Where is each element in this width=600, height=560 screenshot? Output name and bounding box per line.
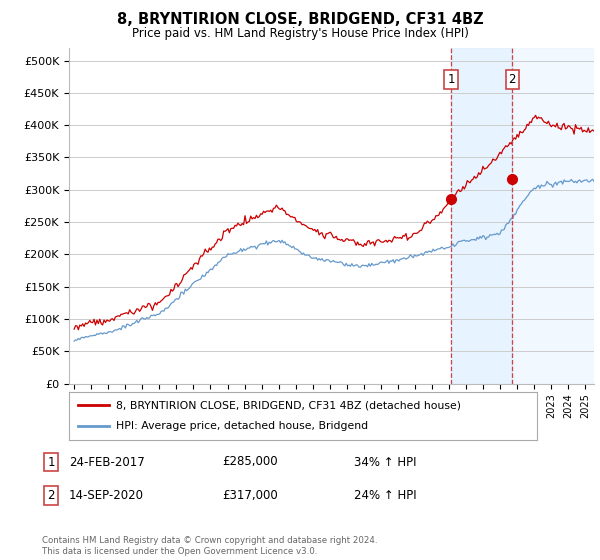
Bar [451, 48, 512, 384]
Text: 14-SEP-2020: 14-SEP-2020 [69, 489, 144, 502]
Text: 2: 2 [509, 73, 516, 86]
Text: £317,000: £317,000 [222, 489, 278, 502]
Text: 34% ↑ HPI: 34% ↑ HPI [354, 455, 416, 469]
Text: Price paid vs. HM Land Registry's House Price Index (HPI): Price paid vs. HM Land Registry's House … [131, 27, 469, 40]
Text: HPI: Average price, detached house, Bridgend: HPI: Average price, detached house, Brid… [116, 421, 368, 431]
Text: £285,000: £285,000 [222, 455, 278, 469]
Text: 8, BRYNTIRION CLOSE, BRIDGEND, CF31 4BZ: 8, BRYNTIRION CLOSE, BRIDGEND, CF31 4BZ [116, 12, 484, 27]
Text: Contains HM Land Registry data © Crown copyright and database right 2024.
This d: Contains HM Land Registry data © Crown c… [42, 536, 377, 556]
Text: 1: 1 [448, 73, 455, 86]
Text: 8, BRYNTIRION CLOSE, BRIDGEND, CF31 4BZ (detached house): 8, BRYNTIRION CLOSE, BRIDGEND, CF31 4BZ … [116, 400, 461, 410]
Bar [512, 48, 594, 384]
Text: 1: 1 [47, 455, 55, 469]
Text: 24-FEB-2017: 24-FEB-2017 [69, 455, 145, 469]
Text: 24% ↑ HPI: 24% ↑ HPI [354, 489, 416, 502]
Text: 2: 2 [47, 489, 55, 502]
